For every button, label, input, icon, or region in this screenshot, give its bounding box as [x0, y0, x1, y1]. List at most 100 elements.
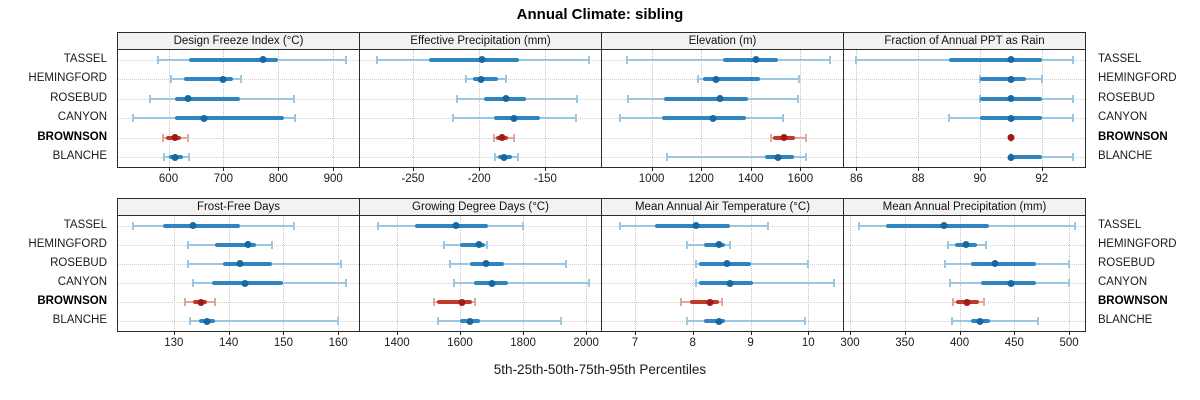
interquartile-bar: [689, 300, 719, 305]
axis-tick-label: 500: [1059, 337, 1079, 349]
gridline-v: [856, 50, 858, 167]
median-dot: [1007, 56, 1015, 64]
axis-tick: [412, 167, 414, 171]
whisker-cap: [345, 279, 348, 288]
whisker-cap: [729, 240, 732, 249]
axis-tick: [545, 167, 547, 171]
interquartile-bar: [184, 77, 233, 82]
interquartile-bar: [459, 242, 485, 247]
axis-tick-label: 1400: [737, 173, 764, 185]
panel-plot-area: 86 88 90 92: [844, 50, 1085, 185]
whisker-cap: [855, 55, 858, 64]
panel: Design Freeze Index (°C) 600 700 800 900: [117, 32, 360, 185]
whisker-cap: [239, 75, 242, 84]
row-guide-line: [844, 79, 1085, 81]
row-guide-line: [844, 157, 1085, 159]
whisker-cap: [1071, 114, 1074, 123]
median-dot: [752, 56, 760, 64]
gridline-v: [692, 216, 694, 331]
whisker-cap: [944, 259, 947, 268]
site-labels-right-top: TASSEL HEMINGFORD ROSEBUD CANYON BROWNSON BLA…: [1092, 49, 1200, 166]
interquartile-bar: [702, 77, 760, 82]
gridline-v: [479, 50, 481, 167]
interquartile-bar: [414, 223, 489, 228]
axis-tick: [959, 331, 961, 335]
axis-tick: [701, 167, 703, 171]
interquartile-bar: [437, 300, 472, 305]
whisker-cap: [512, 133, 515, 142]
percentile-whisker: [951, 320, 1039, 323]
whisker-cap: [948, 114, 951, 123]
panel: Fraction of Annual PPT as Rain 86 88 90 92: [843, 32, 1086, 185]
panel-row-bottom: Frost-Free Days 130 140 150 160 Growing Degre…: [117, 198, 1086, 349]
axis-tick-label: 450: [1004, 337, 1024, 349]
row-guide-line: [118, 302, 359, 304]
gridline-v: [904, 216, 906, 331]
axis-tick-label: 900: [323, 173, 343, 185]
whisker-cap: [376, 55, 379, 64]
panel-strip-title: Mean Annual Precipitation (mm): [844, 199, 1085, 216]
axis-tick-label: 600: [158, 173, 179, 185]
median-dot: [706, 298, 714, 306]
gridline-v: [396, 216, 398, 331]
median-dot: [712, 75, 720, 83]
axis-tick-label: 140: [219, 337, 239, 349]
panel-strip-title: Fraction of Annual PPT as Rain: [844, 33, 1085, 50]
whisker-cap: [694, 259, 697, 268]
axis-tick: [850, 331, 852, 335]
whisker-cap: [485, 240, 488, 249]
axis-tick: [634, 331, 636, 335]
axis-tick-label: 1400: [384, 337, 410, 349]
axis-tick: [278, 167, 280, 171]
axis-tick: [523, 331, 525, 335]
whisker-cap: [588, 55, 591, 64]
median-dot: [1007, 279, 1015, 287]
whisker-cap: [1073, 221, 1076, 230]
panel: Mean Annual Air Temperature (°C) 7 8 9 10: [601, 198, 844, 349]
whisker-cap: [694, 279, 697, 288]
median-dot: [498, 134, 506, 142]
interquartile-bar: [663, 96, 749, 101]
panel: Frost-Free Days 130 140 150 160: [117, 198, 360, 349]
axis-tick-label: -200: [467, 173, 491, 185]
whisker-cap: [697, 75, 700, 84]
interquartile-bar: [214, 242, 257, 247]
gridline-v: [1041, 50, 1043, 167]
percentile-whisker: [453, 282, 590, 285]
interquartile-bar: [174, 96, 241, 101]
site-label: CANYON: [57, 111, 107, 124]
whisker-cap: [804, 317, 807, 326]
median-dot: [203, 317, 211, 325]
interquartile-bar: [223, 261, 273, 266]
axis-tick-label: 86: [849, 173, 863, 185]
interquartile-bar: [886, 223, 990, 228]
median-dot: [244, 241, 252, 249]
percentile-whisker: [695, 262, 809, 265]
axis-tick: [173, 331, 175, 335]
axis-tick-label: 150: [273, 337, 293, 349]
interquartile-bar: [698, 281, 754, 286]
site-label: HEMINGFORD: [28, 237, 107, 250]
axis-tick: [333, 167, 335, 171]
whisker-cap: [1068, 279, 1071, 288]
axis-tick-label: 10: [801, 337, 815, 349]
axis-tick-label: 400: [949, 337, 970, 349]
median-dot: [715, 317, 723, 325]
median-dot: [488, 279, 496, 287]
whisker-cap: [192, 279, 195, 288]
panel-plot-area: 600 700 800 900: [118, 50, 359, 185]
gridline-v: [412, 50, 414, 167]
whisker-cap: [766, 221, 769, 230]
panel-strip-title: Frost-Free Days: [118, 199, 359, 216]
axis-tick-label: 300: [840, 337, 860, 349]
interquartile-bar: [1010, 155, 1042, 160]
whisker-cap: [948, 279, 951, 288]
median-dot: [940, 222, 948, 230]
row-guide-line: [844, 98, 1085, 100]
percentile-whisker: [1010, 156, 1073, 159]
axis-tick: [479, 167, 481, 171]
axis-tick-label: -250: [401, 173, 425, 185]
median-dot: [197, 298, 205, 306]
whisker-cap: [436, 317, 439, 326]
axis-tick: [283, 331, 285, 335]
